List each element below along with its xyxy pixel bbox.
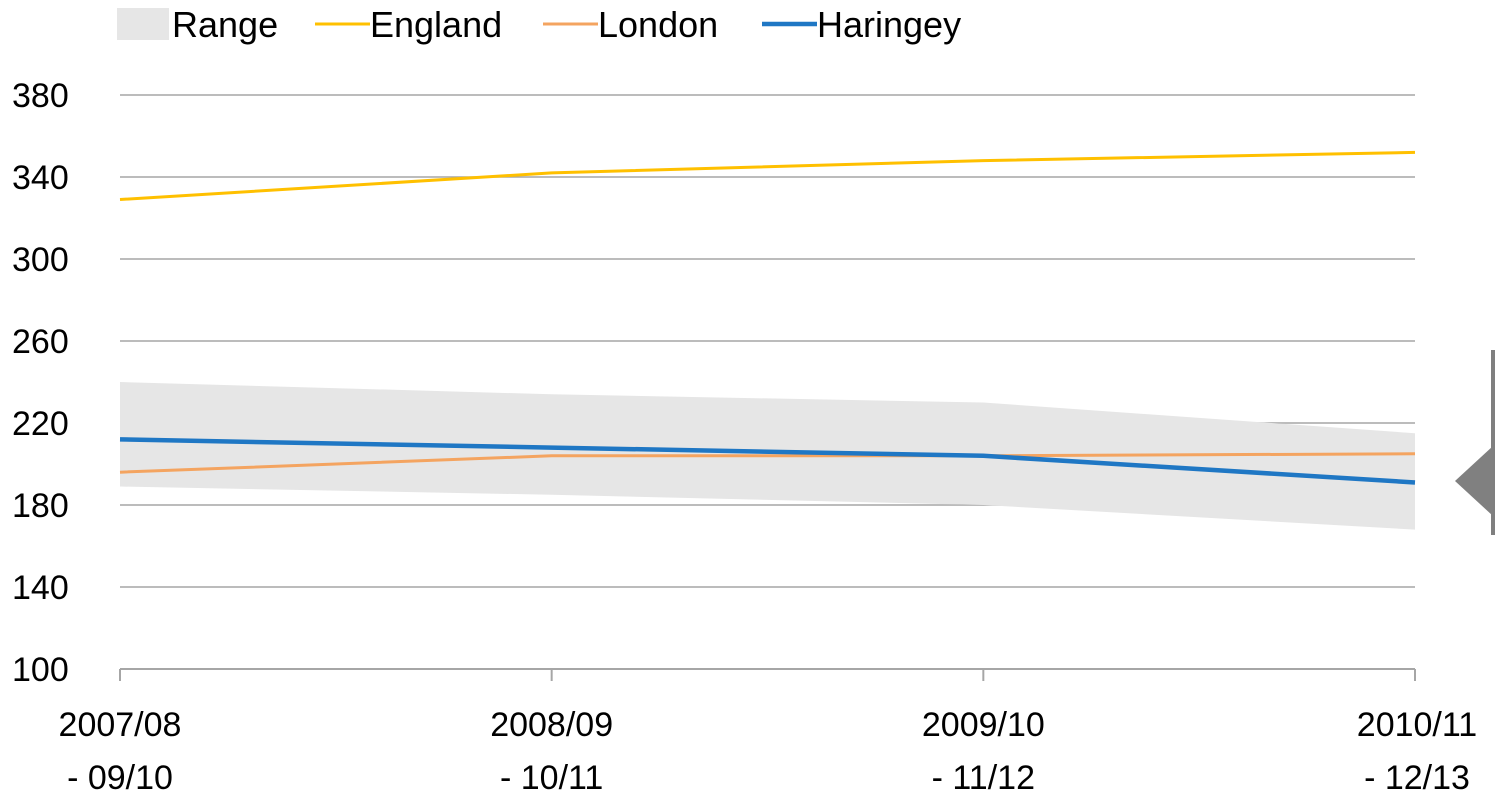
series-layer: [119, 150, 1416, 485]
x-tick-label-line1: 2010/11: [1357, 706, 1477, 744]
y-tick-label: 180: [12, 487, 69, 525]
axes: 100 140 180 220 260 300 340 380 2007/08 - 09/10 20…: [12, 77, 1477, 797]
x-tick-label-line1: 2007/08: [59, 706, 182, 744]
legend-label-haringey: Haringey: [817, 4, 961, 45]
y-tick-label: 380: [12, 77, 69, 115]
series-line-london: [119, 452, 1416, 474]
x-tick-label-line2: - 11/12: [932, 759, 1035, 797]
x-tick-label-line2: - 10/11: [500, 759, 603, 797]
series-line-haringey: [119, 437, 1416, 485]
side-arrow-marker: [1455, 350, 1495, 535]
y-tick-label: 220: [12, 405, 69, 443]
legend-label-england: England: [370, 4, 502, 45]
x-tick-label-line2: - 09/10: [67, 759, 173, 797]
x-tick-label-line1: 2009/10: [922, 706, 1045, 744]
y-tick-label: 340: [12, 159, 69, 197]
series-line-england: [119, 150, 1416, 202]
legend: Range England London Haringey: [117, 4, 961, 45]
y-tick-label: 100: [12, 651, 69, 689]
x-tick-label-line2: - 12/13: [1364, 759, 1470, 797]
y-tick-label: 300: [12, 241, 69, 279]
legend-swatch-range: [117, 8, 169, 40]
y-tick-label: 140: [12, 569, 69, 607]
legend-label-london: London: [598, 4, 718, 45]
legend-label-range: Range: [172, 4, 278, 45]
y-tick-label: 260: [12, 323, 69, 361]
x-tick-label-line1: 2008/09: [490, 706, 613, 744]
